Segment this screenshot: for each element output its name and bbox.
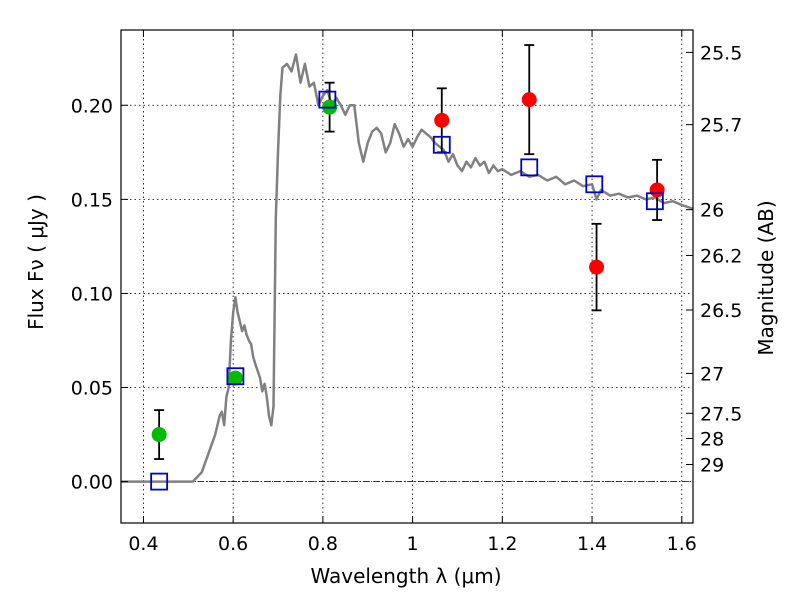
- right-tick-label: 27: [700, 363, 724, 385]
- model-point: [645, 192, 664, 211]
- x-tick-label: 1.6: [667, 533, 697, 555]
- x-tick-label: 0.6: [218, 533, 248, 555]
- right-axis-label: Magnitude (AB): [754, 200, 778, 355]
- y-tick-label: 0.00: [71, 472, 113, 494]
- right-tick-label: 26.5: [700, 300, 742, 322]
- model-point: [520, 158, 539, 177]
- model-point: [585, 175, 604, 194]
- right-tick-label: 25.7: [700, 115, 742, 137]
- grid: [121, 30, 693, 523]
- data-point: [151, 427, 167, 443]
- plot-frame: [120, 29, 694, 524]
- x-tick-label: 1: [407, 533, 419, 555]
- y-tick-label: 0.15: [71, 189, 113, 211]
- data-point: [521, 92, 537, 108]
- model-spectrum-line: [121, 53, 694, 483]
- y-tick-label: 0.05: [71, 378, 113, 400]
- y-axis-label: Flux Fν ( μJy ): [24, 194, 48, 330]
- data-point: [589, 259, 605, 275]
- model-point: [318, 90, 337, 109]
- model-point: [226, 367, 245, 386]
- x-tick-label: 0.4: [128, 533, 158, 555]
- right-tick-label: 27.5: [700, 403, 742, 425]
- x-tick-label: 1.2: [487, 533, 517, 555]
- data-point: [227, 370, 243, 386]
- plot-series: [121, 44, 694, 491]
- y-tick-label: 0.20: [71, 95, 113, 117]
- axis-ticks: 0.4 0.6 0.8 1 1.2 1.4 1.6 0.00 0.05 0.10 0.15 0.20 2…: [71, 30, 742, 555]
- right-tick-label: 26.2: [700, 245, 742, 267]
- y-tick-label: 0.10: [71, 283, 113, 305]
- data-point: [434, 112, 450, 128]
- right-tick-label: 26: [700, 200, 724, 222]
- model-point: [150, 472, 169, 491]
- x-tick-label: 0.8: [308, 533, 338, 555]
- x-axis-label: Wavelength λ (μm): [310, 564, 501, 588]
- right-tick-label: 29: [700, 454, 724, 476]
- right-tick-label: 25.5: [700, 42, 742, 64]
- right-tick-label: 28: [700, 429, 724, 451]
- x-tick-label: 1.4: [577, 533, 607, 555]
- model-point: [432, 135, 451, 154]
